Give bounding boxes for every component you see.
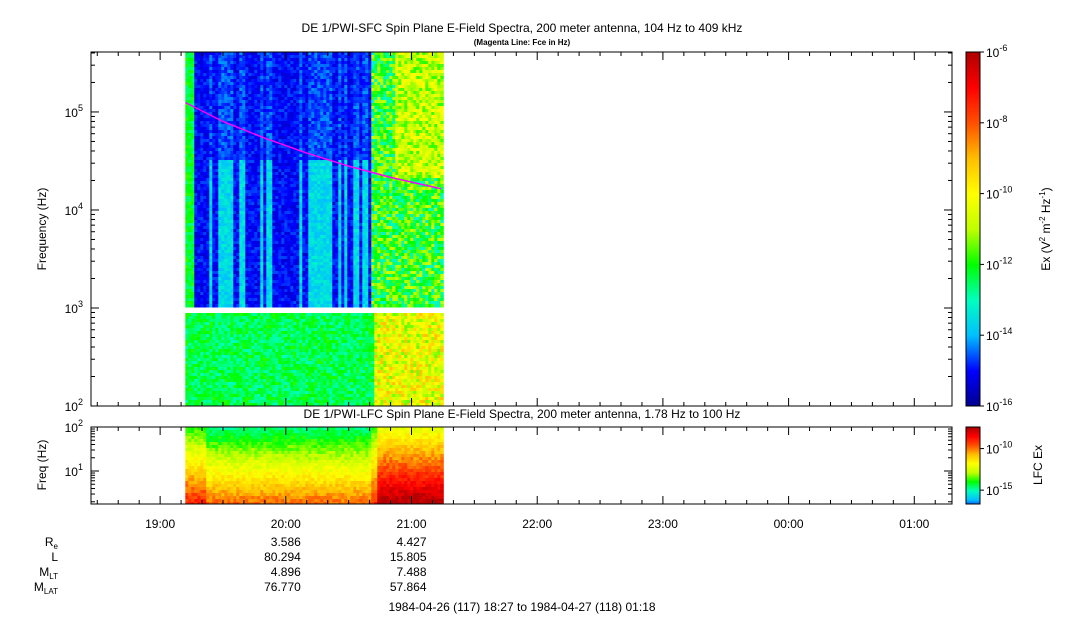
bottom-colorbar-axis: 10-15 10-10 <box>980 440 1012 498</box>
ephemeris-row-label: MLT <box>39 565 58 581</box>
top-colorbar: 10-16 10-14 10-12 10-10 10-8 10-6 Ex (V2 m-2 … <box>965 43 1053 414</box>
ephemeris-table: Re 3.586 4.427 L 80.294 15.805 MLT 4.896 7.488 ML… <box>34 535 427 596</box>
colorbar-tick-label: 10-10 <box>986 440 1012 457</box>
y-tick-label: 105 <box>65 103 83 120</box>
time-tick-label: 19:00 <box>145 517 175 531</box>
colorbar-tick-label: 10-6 <box>986 43 1007 60</box>
time-tick-label: 00:00 <box>774 517 804 531</box>
top-y-axis-label: Frequency (Hz) <box>35 188 49 271</box>
bottom-y-axis: 101 102 <box>65 418 952 503</box>
colorbar-tick-label: 10-14 <box>986 326 1012 343</box>
y-tick-label: 102 <box>65 418 83 435</box>
bottom-panel-title: DE 1/PWI-LFC Spin Plane E-Field Spectra,… <box>304 407 741 421</box>
bottom-colorbar-gradient <box>966 427 980 505</box>
colorbar-tick-label: 10-8 <box>986 114 1007 131</box>
ephemeris-value: 76.770 <box>264 580 301 594</box>
time-tick-label: 23:00 <box>648 517 678 531</box>
bottom-spectrogram-heatmap <box>185 427 444 504</box>
colorbar-tick-label: 10-15 <box>986 481 1012 498</box>
top-colorbar-axis: 10-16 10-14 10-12 10-10 10-8 10-6 <box>980 43 1012 414</box>
time-tick-label: 21:00 <box>397 517 427 531</box>
bottom-plot-frame <box>90 426 953 505</box>
top-panel-title: DE 1/PWI-SFC Spin Plane E-Field Spectra,… <box>302 21 743 35</box>
top-colorbar-frame <box>965 51 981 407</box>
bottom-colorbar-label: LFC Ex <box>1031 445 1045 485</box>
colorbar-tick-label: 10-12 <box>986 255 1012 272</box>
bottom-colorbar: 10-15 10-10 LFC Ex <box>965 426 1045 505</box>
ephemeris-value: 4.896 <box>271 565 301 579</box>
colorbar-tick-label: 10-10 <box>986 185 1012 202</box>
ephemeris-row-label: MLAT <box>34 580 58 596</box>
ephemeris-value: 15.805 <box>390 550 427 564</box>
ephemeris-row-label: Re <box>45 535 59 551</box>
y-tick-label: 103 <box>65 299 83 316</box>
ephemeris-value: 57.864 <box>390 580 427 594</box>
bottom-colorbar-frame <box>965 426 981 505</box>
top-spectrogram-panel: 102 103 104 105 Frequency (Hz) <box>35 51 953 414</box>
ephemeris-value: 80.294 <box>264 550 301 564</box>
ephemeris-row-label: L <box>51 550 58 564</box>
time-range-footer: 1984-04-26 (117) 18:27 to 1984-04-27 (11… <box>388 600 655 614</box>
y-tick-label: 104 <box>65 201 83 218</box>
time-tick-label: 20:00 <box>271 517 301 531</box>
y-tick-label: 102 <box>65 397 83 414</box>
top-y-axis: 102 103 104 105 <box>65 52 952 414</box>
y-tick-label: 101 <box>65 462 83 479</box>
top-colorbar-label: Ex (V2 m-2 Hz-1) <box>1038 187 1053 270</box>
bottom-spectrogram-panel: 101 102 Freq (Hz) <box>35 418 953 505</box>
ephemeris-value: 7.488 <box>396 565 426 579</box>
top-plot-frame <box>90 51 953 407</box>
top-spectrogram-heatmap <box>185 52 444 406</box>
colorbar-tick-label: 10-16 <box>986 397 1012 414</box>
ephemeris-value: 4.427 <box>396 535 426 549</box>
top-panel-subtitle: (Magenta Line: Fce in Hz) <box>474 38 571 47</box>
bottom-y-axis-label: Freq (Hz) <box>35 440 49 491</box>
ephemeris-value: 3.586 <box>271 535 301 549</box>
time-axis: 19:00 20:00 21:00 22:00 23:00 00:00 01:00 <box>96 52 936 531</box>
fce-magenta-line <box>184 101 441 190</box>
time-tick-label: 22:00 <box>522 517 552 531</box>
time-tick-label: 01:00 <box>899 517 929 531</box>
top-colorbar-gradient <box>966 52 980 407</box>
